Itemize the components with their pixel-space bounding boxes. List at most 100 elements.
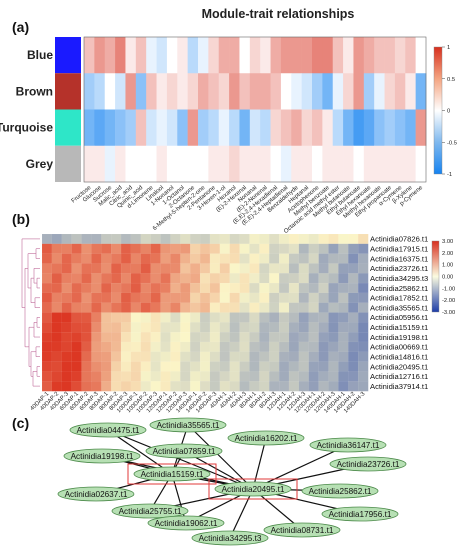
heatmap-b-cell (120, 312, 132, 323)
heatmap-b-cell (130, 273, 142, 284)
heatmap-b-cell (51, 253, 63, 264)
network-node-label: Actinidia04475.t1 (77, 426, 140, 435)
heatmap-b-cell (130, 233, 142, 245)
heatmap-b-cell (111, 282, 122, 294)
heatmap-b-cell (288, 282, 300, 294)
heatmap-b-cell (249, 371, 260, 382)
heatmap-b-cell (278, 322, 290, 333)
heatmap-b-cell (91, 253, 102, 264)
network-node-label: Actinidia36147.t1 (317, 441, 380, 450)
heatmap-b-cell (239, 282, 250, 294)
heatmap-b-cell (111, 371, 122, 382)
colorbar-b-tick-label: 1.00 (442, 263, 453, 269)
heatmap-b-cell (328, 351, 339, 362)
heatmap-a-cell (353, 37, 365, 74)
module-label-brown: Brown (16, 84, 53, 98)
heatmap-a-cell (198, 37, 209, 74)
network-node-label: Actinidia19062.t1 (155, 519, 218, 528)
heatmap-b-cell (229, 381, 240, 392)
heatmap-b-cell (120, 243, 132, 255)
heatmap-b-cell (229, 253, 240, 264)
heatmap-a-cell (166, 109, 178, 147)
heatmap-b-cell (199, 312, 211, 323)
heatmap-a-cell (301, 145, 313, 183)
heatmap-b-cell (120, 233, 132, 245)
heatmap-b-cell (160, 253, 171, 264)
heatmap-b-cell (199, 361, 211, 372)
heatmap-b-cell (51, 332, 63, 343)
module-label-grey: Grey (26, 157, 54, 171)
colorbar-b (431, 240, 440, 313)
colorbar-a-tick-label: 1 (447, 45, 450, 51)
heatmap-b-cell (140, 243, 152, 255)
module-color-turquoise (55, 109, 81, 146)
heatmap-a-cell (260, 73, 271, 110)
heatmap-b-cell (278, 273, 290, 284)
heatmap-a-cell (239, 73, 251, 110)
heatmap-b-cell (259, 341, 270, 353)
heatmap-b-cell (209, 332, 221, 343)
heatmap-b-cell (51, 381, 63, 392)
heatmap-a-cell (322, 109, 334, 147)
network-node (149, 417, 227, 433)
heatmap-b-cell (239, 302, 250, 313)
gene-row-label: Actinidia19198.t1 (370, 333, 428, 342)
gene-row-label: Actinidia17852.t1 (370, 294, 428, 303)
heatmap-b-cell (91, 341, 102, 353)
heatmap-b-cell (249, 233, 260, 245)
heatmap-b-cell (101, 322, 112, 333)
heatmap-b-cell (209, 361, 221, 372)
heatmap-b-cell (229, 361, 240, 372)
heatmap-a-cell (218, 37, 230, 74)
colorbar-a (433, 46, 443, 175)
heatmap-b-cell (91, 273, 102, 284)
heatmap-b-cell (140, 273, 152, 284)
heatmap-b-cell (81, 341, 92, 353)
heatmap-b-cell (61, 332, 73, 343)
heatmap-b-cell (130, 292, 142, 304)
heatmap-b-cell (358, 273, 369, 284)
network-node (329, 456, 407, 472)
heatmap-b-cell (190, 253, 201, 264)
heatmap-b-cell (71, 292, 82, 304)
heatmap-b-cell (308, 322, 320, 333)
heatmap-b-cell (249, 273, 260, 284)
heatmap-b-cell (249, 292, 260, 304)
heatmap-b-cell (190, 351, 201, 362)
heatmap-b-cell (209, 302, 221, 313)
network-node-label: Actinidia16202.t1 (235, 434, 298, 443)
gene-row-label: Actinidia35565.t1 (370, 303, 428, 312)
heatmap-a-cell (84, 37, 95, 74)
heatmap-b-cell (338, 341, 349, 353)
heatmap-b-cell (348, 361, 359, 372)
heatmap-b-cell (278, 233, 290, 245)
heatmap-a-cell (363, 145, 375, 183)
heatmap-b-cell (318, 312, 329, 323)
network-node (263, 522, 341, 538)
heatmap-b-cell (160, 332, 171, 343)
heatmap-a-cell (291, 109, 302, 147)
heatmap-b-cell (229, 233, 240, 245)
heatmap-b-cell (209, 381, 221, 392)
heatmap-b-cell (71, 351, 82, 362)
heatmap-b-cell (249, 302, 260, 313)
heatmap-b-cell (41, 361, 53, 372)
heatmap-b-cell (170, 243, 181, 255)
heatmap-a-cell (84, 145, 95, 183)
heatmap-b-cell (120, 273, 132, 284)
network-node (191, 530, 269, 546)
heatmap-b-cell (229, 341, 240, 353)
heatmap-b-cell (170, 371, 181, 382)
heatmap-b-cell (81, 312, 92, 323)
heatmap-b-cell (259, 292, 270, 304)
heatmap-b-cell (101, 302, 112, 313)
heatmap-b-cell (190, 263, 201, 274)
heatmap-b-cell (101, 312, 112, 323)
heatmap-a-cell (332, 145, 344, 183)
module-color-column (55, 37, 81, 182)
heatmap-b-cell (288, 381, 300, 392)
heatmap-b-cell (328, 282, 339, 294)
heatmap-a-cell (301, 73, 313, 110)
heatmap-a-cell (405, 145, 416, 183)
heatmap-b-cell (81, 302, 92, 313)
